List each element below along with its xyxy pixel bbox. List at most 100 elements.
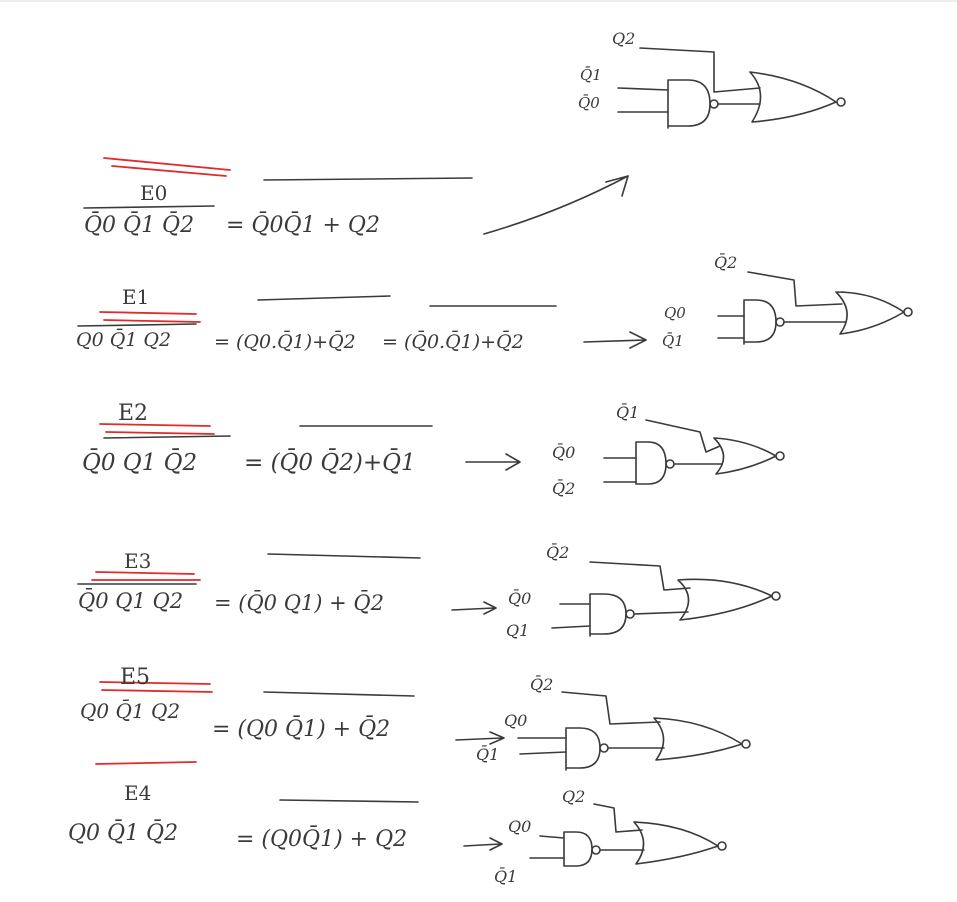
e1-gate-input-q0: Q0	[664, 304, 686, 322]
top-border	[0, 0, 957, 2]
e1-wire-q2	[747, 271, 843, 307]
e4-lhs: Q0 Q̄1 Q̄2	[68, 819, 178, 846]
e4-nand-gate	[563, 831, 593, 867]
e0-red-underline	[103, 157, 231, 177]
e4-equation: = (Q0Q̄1) + Q2	[236, 825, 407, 852]
header-wire-q2	[639, 47, 761, 93]
e2-nand-bubble	[665, 459, 675, 469]
e4-wire-q2	[593, 803, 643, 833]
e0-label: E0	[140, 181, 167, 205]
e3-wire-nand-out	[633, 611, 689, 615]
e0-rhs-overline	[263, 177, 473, 181]
e4-red-underline	[95, 761, 197, 765]
e3-gate-input-q1: Q1	[506, 621, 529, 640]
e5-gate-input-q2: Q̄2	[530, 673, 553, 694]
e3-arrow	[451, 601, 497, 615]
e4-nand-bubble	[591, 845, 601, 855]
e4-gate-input-q1: Q̄1	[494, 865, 517, 886]
e3-eq-overline	[267, 553, 421, 559]
e1-red-underline	[99, 311, 201, 323]
e0-lhs-overline	[83, 205, 215, 209]
e1-lhs: Q0 Q̄1 Q2	[76, 328, 171, 351]
e0-equation: = Q̄0Q̄1 + Q2	[226, 211, 380, 238]
e3-gate-input-q0: Q̄0	[508, 587, 531, 608]
e5-nand-bubble	[599, 743, 609, 753]
e2-lhs: Q̄0 Q1 Q̄2	[82, 449, 197, 476]
e4-gate-input-q0: Q0	[508, 817, 531, 836]
e4-nor-bubble	[717, 841, 727, 851]
e2-wire-inputs	[603, 457, 637, 483]
header-input-q1-bar: Q̄1	[580, 66, 602, 84]
e5-arrow	[455, 731, 505, 745]
row-e1: E1 Q0 Q̄1 Q2 = (Q0.Q̄1)+Q̄2 = (Q̄0.Q̄1)+…	[76, 251, 913, 353]
e1-equation-1: = (Q0.Q̄1)+Q̄2	[214, 330, 356, 353]
header-input-q0-bar: Q̄0	[578, 94, 600, 112]
header-logic-circuit: Q2 Q̄1 Q̄0	[578, 29, 846, 129]
e1-nand-gate	[743, 299, 777, 345]
e5-lhs: Q0 Q̄1 Q2	[80, 698, 180, 723]
header-nor-gate	[749, 71, 837, 123]
header-nor-bubble	[836, 97, 846, 107]
e5-label: E5	[120, 665, 150, 690]
e4-label: E4	[124, 781, 151, 805]
e5-eq-overline	[263, 691, 415, 697]
e5-wire-q2	[561, 691, 661, 725]
e4-wire-inputs	[529, 835, 565, 859]
e1-lhs-overline	[77, 323, 197, 327]
e3-wire-inputs	[551, 603, 591, 629]
header-nand-gate	[667, 79, 711, 129]
e2-gate-input-q2: Q̄2	[552, 477, 575, 498]
e5-wire-inputs	[517, 737, 567, 755]
e1-label: E1	[122, 285, 149, 309]
e3-nand-bubble	[625, 609, 635, 619]
e3-wire-q2	[589, 561, 691, 591]
e5-nor-gate	[653, 717, 743, 761]
e1-nand-bubble	[775, 317, 785, 327]
e4-gate-input-q2: Q2	[562, 787, 585, 806]
row-e3: E3 Q̄0 Q1 Q2 = (Q̄0 Q1) + Q̄2 Q̄2 Q̄0 Q1	[77, 541, 781, 640]
e4-nor-gate	[633, 821, 719, 865]
e1-gate-input-q2: Q̄2	[714, 251, 737, 272]
row-e2: E2 Q̄0 Q1 Q̄2 = (Q̄0 Q̄2)+Q̄1 Q̄1 Q̄0 Q̄…	[82, 401, 785, 498]
header-input-q2: Q2	[612, 29, 635, 48]
e0-lhs: Q̄0 Q̄1 Q̄2	[84, 211, 194, 238]
e1-equation-2: = (Q̄0.Q̄1)+Q̄2	[382, 330, 524, 353]
e3-equation: = (Q̄0 Q1) + Q̄2	[214, 590, 384, 615]
e1-wire-inputs	[717, 315, 745, 339]
e3-nor-bubble	[771, 591, 781, 601]
e2-arrow	[465, 453, 521, 471]
e2-gate-input-q0: Q̄0	[552, 441, 575, 462]
e5-nand-gate	[565, 727, 601, 771]
e2-gate-input-q1: Q̄1	[616, 401, 639, 422]
e1-gate-input-q1: Q̄1	[662, 332, 684, 350]
header-nand-bubble	[709, 99, 719, 109]
e4-eq-overline	[279, 799, 419, 803]
e2-equation: = (Q̄0 Q̄2)+Q̄1	[244, 449, 416, 476]
e3-gate-input-q2: Q̄2	[546, 541, 569, 562]
e1-nor-bubble	[903, 307, 913, 317]
e3-lhs: Q̄0 Q1 Q2	[78, 588, 183, 613]
row-e4: E4 Q0 Q̄1 Q̄2 = (Q0Q̄1) + Q2 Q2 Q0 Q̄1	[68, 761, 727, 886]
arrow-e0-to-circuit	[483, 175, 629, 235]
e3-red-underline	[91, 571, 201, 581]
e5-nor-bubble	[741, 739, 751, 749]
e2-label: E2	[118, 401, 148, 426]
e2-red-underline	[99, 423, 215, 435]
e5-red-underline	[99, 681, 213, 693]
e5-gate-input-q1: Q̄1	[476, 743, 499, 764]
e4-arrow	[463, 837, 503, 851]
row-e0: E0 Q̄0 Q̄1 Q̄2 = Q̄0Q̄1 + Q2	[83, 157, 473, 238]
e1-arrow	[583, 331, 647, 349]
e2-nand-gate	[635, 441, 667, 485]
e5-gate-input-q0: Q0	[504, 711, 527, 730]
e2-lhs-overline	[103, 435, 231, 439]
e2-nor-bubble	[775, 451, 785, 461]
e2-nor-gate	[713, 437, 777, 475]
row-e5: E5 Q0 Q̄1 Q2 = (Q0 Q̄1) + Q̄2 Q̄2 Q0 Q̄1	[80, 665, 751, 771]
e1-eq1-overline	[257, 295, 391, 301]
e3-nor-gate	[677, 578, 773, 621]
e5-equation: = (Q0 Q̄1) + Q̄2	[212, 715, 390, 742]
e2-wire-q1	[645, 419, 721, 453]
header-wire-q1	[617, 87, 669, 91]
